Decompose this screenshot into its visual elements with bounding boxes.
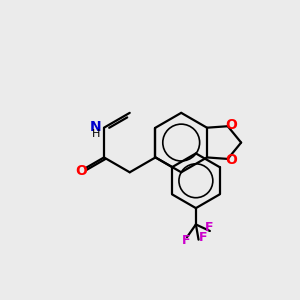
Text: F: F [182,234,190,247]
Text: O: O [225,153,237,167]
Text: F: F [199,231,207,244]
Text: N: N [90,120,101,134]
Text: H: H [92,129,100,139]
Text: F: F [204,221,213,234]
Text: O: O [225,118,237,132]
Text: O: O [75,164,87,178]
